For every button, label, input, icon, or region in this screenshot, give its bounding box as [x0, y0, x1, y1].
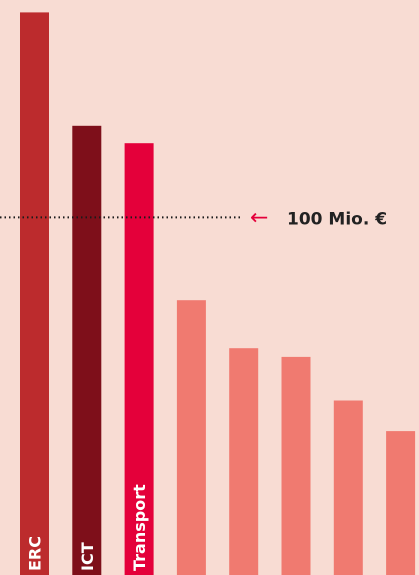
bar-label-ict: ICT [78, 542, 97, 571]
bar-item-8 [386, 431, 416, 575]
bar-item-6 [281, 356, 311, 575]
reference-label: 100 Mio. € [287, 209, 387, 229]
bar-transport [124, 143, 154, 575]
bar-erc [20, 12, 49, 575]
reference-arrow-icon: ← [250, 205, 268, 230]
bar-label-transport: Transport [130, 484, 149, 571]
bar-item-7 [333, 400, 363, 575]
bars-group [20, 12, 416, 575]
bar-label-erc: ERC [26, 536, 45, 571]
reference-line-group: ← 100 Mio. € [0, 205, 387, 230]
bar-ict [72, 125, 102, 575]
bar-item-4 [176, 300, 206, 575]
bar-item-5 [229, 348, 259, 575]
bar-labels-group: ERC ICT Transport [26, 484, 150, 571]
